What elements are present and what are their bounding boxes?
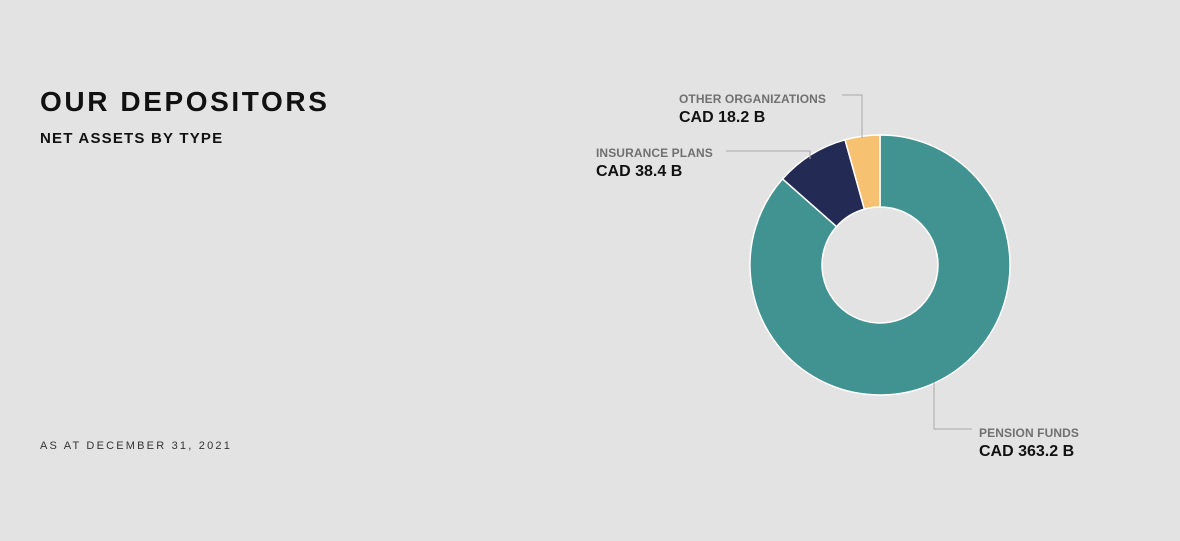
chart-subtitle: NET ASSETS BY TYPE <box>40 130 224 147</box>
slice-value-insurance-plans: CAD 38.4 B <box>596 163 683 180</box>
leader-line-other-organizations <box>842 94 863 138</box>
slice-value-pension-funds: CAD 363.2 B <box>979 443 1075 460</box>
as-at-date-note: AS AT DECEMBER 31, 2021 <box>40 440 233 452</box>
slice-label-insurance-plans: INSURANCE PLANS <box>596 146 713 160</box>
leader-line-pension-funds <box>933 382 972 430</box>
slice-value-other-organizations: CAD 18.2 B <box>679 109 766 126</box>
chart-title: OUR DEPOSITORS <box>40 86 330 117</box>
callout-insurance-plans: INSURANCE PLANS CAD 38.4 B <box>596 146 713 182</box>
slice-label-pension-funds: PENSION FUNDS <box>979 426 1079 440</box>
callout-pension-funds: PENSION FUNDS CAD 363.2 B <box>979 426 1079 462</box>
slice-pension-funds <box>749 134 1011 396</box>
callout-other-organizations: OTHER ORGANIZATIONS CAD 18.2 B <box>679 92 826 128</box>
leader-line-insurance-plans <box>726 150 811 159</box>
slice-other-organizations <box>844 134 881 210</box>
slice-label-other-organizations: OTHER ORGANIZATIONS <box>679 92 827 106</box>
